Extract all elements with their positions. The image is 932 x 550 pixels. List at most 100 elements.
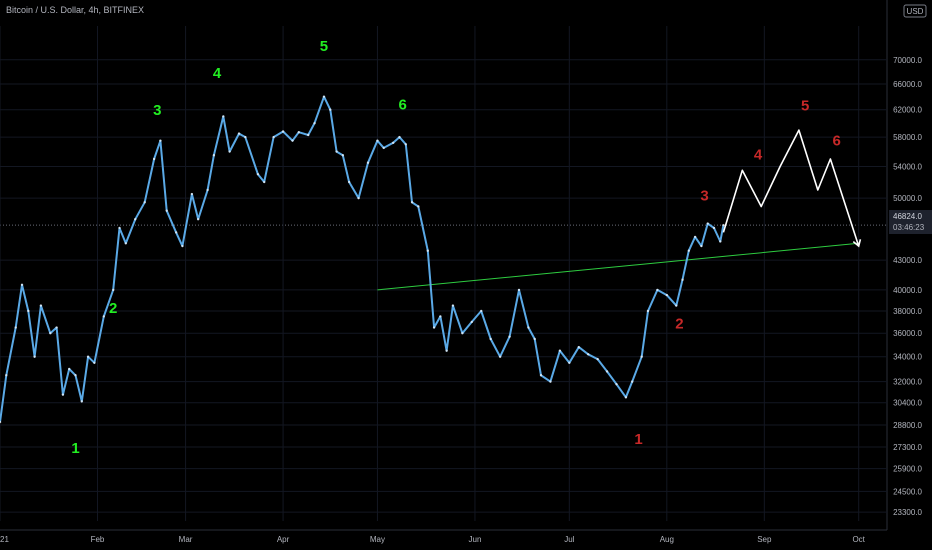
price-point (152, 157, 156, 161)
wave-label-red-6: 6 (833, 133, 841, 150)
price-tick-label: 34000.0 (893, 353, 922, 362)
price-point (291, 139, 294, 142)
price-tick-label: 50000.0 (893, 194, 922, 203)
price-tick-label: 27300.0 (893, 443, 922, 452)
price-point (39, 304, 43, 307)
wave-labels: 1 2 3 4 5 6 1 2 3 4 5 6 (71, 38, 841, 457)
price-point (93, 361, 96, 364)
price-point (74, 374, 77, 377)
currency-badge[interactable]: USD (903, 4, 927, 18)
currency-badge-box (903, 4, 927, 18)
price-point (646, 309, 650, 313)
price-point (549, 380, 552, 383)
price-point (49, 332, 52, 335)
price-point (489, 337, 492, 341)
wave-label-green-4: 4 (213, 65, 222, 82)
price-point (159, 139, 162, 142)
price-point (426, 249, 429, 252)
price-point (558, 349, 562, 352)
price-point (527, 326, 530, 329)
price-tick-label: 30400.0 (893, 399, 922, 408)
wave-label-green-2: 2 (109, 300, 117, 317)
price-point (263, 180, 266, 184)
price-point (61, 393, 65, 396)
price-tick-label: 58000.0 (893, 133, 922, 142)
price-point (470, 320, 474, 324)
price-tag-value: 46824.0 (893, 212, 922, 221)
price-tick-label: 38000.0 (893, 307, 922, 316)
price-point (605, 370, 609, 373)
price-point (102, 315, 105, 318)
price-point (675, 304, 678, 307)
price-point (33, 355, 36, 358)
price-point (272, 135, 275, 139)
price-point (640, 355, 643, 358)
currency-label: USD (907, 7, 924, 16)
wave-label-red-2: 2 (675, 316, 683, 333)
symbol-label: Bitcoin / U.S. Dollar, 4h, BITFINEX (6, 5, 144, 15)
price-point (706, 222, 709, 225)
price-point (719, 240, 722, 243)
price-tick-label: 23300.0 (893, 508, 922, 517)
price-tick-label: 25900.0 (893, 465, 922, 474)
price-point (517, 288, 521, 292)
price-point (445, 349, 448, 352)
price-tick-label: 62000.0 (893, 106, 922, 115)
price-point (5, 374, 8, 377)
price-point (533, 337, 536, 341)
price-point (20, 283, 24, 286)
time-axis: 2021 Feb Mar Apr May Jun Jul Aug Sep Oct (0, 535, 866, 544)
price-point (86, 355, 90, 358)
price-point (665, 293, 669, 297)
price-point (190, 192, 194, 196)
time-tick-label: Sep (757, 535, 772, 544)
price-point (347, 180, 351, 184)
price-point (391, 141, 395, 145)
price-point (313, 121, 316, 125)
price-tick-label: 36000.0 (893, 329, 922, 338)
price-point (577, 345, 580, 349)
price-point (196, 218, 200, 221)
wave-label-green-6: 6 (398, 97, 406, 114)
price-point (376, 139, 379, 142)
time-tick-label: Aug (660, 535, 674, 544)
price-point (508, 335, 511, 338)
price-point (206, 188, 209, 192)
price-point (134, 218, 137, 221)
price-point (222, 115, 225, 118)
price-point (143, 201, 146, 204)
price-point (174, 231, 178, 234)
price-point (404, 143, 407, 146)
price-point (382, 146, 385, 150)
wave-label-red-4: 4 (754, 147, 763, 164)
price-tick-label: 32000.0 (893, 378, 922, 387)
price-tick-label: 70000.0 (893, 56, 922, 65)
price-point (586, 353, 590, 356)
time-tick-label: Mar (179, 535, 193, 544)
price-point (681, 278, 684, 281)
price-point (55, 326, 58, 329)
price-point (410, 201, 414, 204)
price-point (0, 420, 2, 424)
wave-label-red-3: 3 (700, 188, 708, 205)
price-tick-label: 28800.0 (893, 421, 922, 430)
price-point (398, 135, 401, 139)
wave-label-green-1: 1 (71, 440, 79, 457)
price-point (539, 374, 543, 377)
time-tick-label: Apr (277, 535, 290, 544)
projection-path (722, 129, 860, 247)
price-point (14, 326, 17, 329)
price-point (341, 154, 345, 157)
price-point (439, 315, 442, 318)
price-point (687, 249, 691, 252)
price-tag: 46824.0 03:46:23 (889, 210, 932, 234)
price-point (722, 223, 725, 227)
time-tick-label: Jun (469, 535, 482, 544)
price-point (124, 242, 128, 245)
price-point (228, 150, 231, 153)
price-point (624, 396, 628, 399)
price-point (256, 172, 260, 176)
price-point (451, 304, 455, 307)
